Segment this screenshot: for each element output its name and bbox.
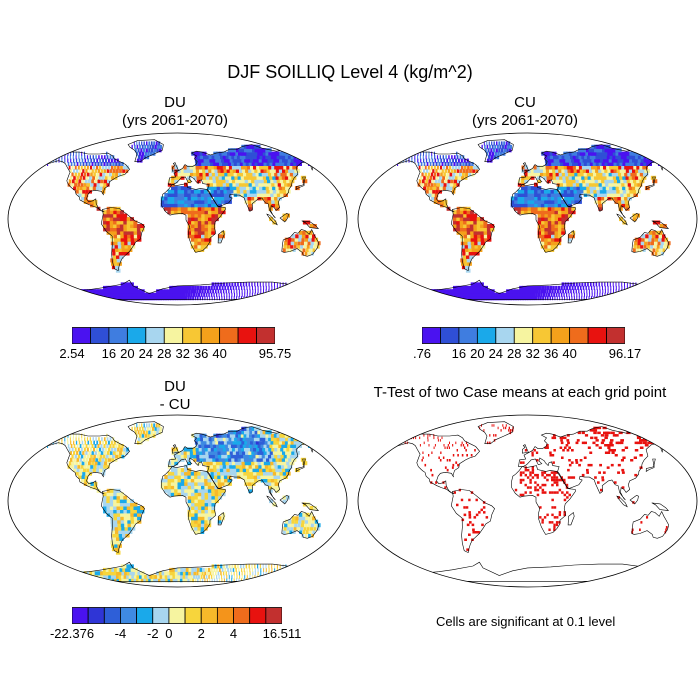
colorbar-tick-label: 4 bbox=[229, 626, 238, 641]
panel-ttest-title: T-Test of two Case means at each grid po… bbox=[345, 384, 695, 402]
colorbar-swatch bbox=[256, 327, 275, 344]
map-ttest bbox=[357, 414, 698, 588]
colorbar-tick-label: 28 bbox=[507, 346, 522, 361]
colorbar-swatch bbox=[103, 607, 121, 624]
map-du bbox=[7, 132, 348, 306]
colorbar-swatch bbox=[120, 607, 138, 624]
colorbar-swatch bbox=[72, 607, 89, 624]
colorbar-diff: -22.376 -4 -2 0 2 4 16.511 bbox=[50, 607, 301, 641]
colorbar-swatch bbox=[182, 327, 202, 344]
panel-du-title-line1: DU bbox=[164, 94, 186, 111]
colorbar-tick-label: 96.17 bbox=[608, 346, 642, 361]
colorbar-tick-label: 28 bbox=[157, 346, 172, 361]
colorbar-du: 2.54 16 20 24 28 32 36 40 95.75 bbox=[59, 327, 291, 361]
panel-du-title: DU (yrs 2061-2070) bbox=[45, 94, 305, 130]
colorbar-swatch bbox=[550, 327, 571, 344]
colorbar-swatch bbox=[163, 327, 184, 344]
significance-note: Cells are significant at 0.1 level bbox=[436, 614, 616, 629]
colorbar-swatch bbox=[440, 327, 460, 344]
colorbar-tick-label: 32 bbox=[525, 346, 540, 361]
panel-cu-title: CU (yrs 2061-2070) bbox=[395, 94, 655, 130]
colorbar-swatch bbox=[606, 327, 625, 344]
colorbar-tick-label: 16 bbox=[451, 346, 467, 361]
colorbar-tick-label: -4 bbox=[114, 626, 127, 641]
colorbar-swatch bbox=[108, 327, 128, 344]
colorbar-diff-swatches bbox=[72, 607, 282, 624]
figure-title: DJF SOILLIQ Level 4 (kg/m^2) bbox=[227, 62, 473, 82]
panel-diff-title: DU - CU bbox=[45, 378, 305, 414]
colorbar-swatch bbox=[87, 607, 105, 624]
colorbar-swatch bbox=[136, 607, 154, 624]
colorbar-swatch bbox=[72, 327, 91, 344]
colorbar-swatch bbox=[587, 327, 607, 344]
colorbar-tick-label: 32 bbox=[175, 346, 190, 361]
colorbar-swatch bbox=[184, 607, 202, 624]
colorbar-swatch bbox=[249, 607, 267, 624]
colorbar-swatch bbox=[233, 607, 251, 624]
colorbar-cu: .76 16 20 24 28 32 36 40 96.17 bbox=[413, 327, 641, 361]
colorbar-swatch bbox=[90, 327, 110, 344]
colorbar-swatch bbox=[495, 327, 515, 344]
colorbar-swatch bbox=[219, 327, 239, 344]
colorbar-tick-label: 20 bbox=[470, 346, 485, 361]
colorbar-swatch bbox=[458, 327, 478, 344]
colorbar-tick-label: 2 bbox=[197, 626, 205, 641]
colorbar-tick-label: 40 bbox=[212, 346, 227, 361]
colorbar-tick-label: 16.511 bbox=[262, 626, 302, 641]
colorbar-swatch bbox=[422, 327, 441, 344]
colorbar-swatch bbox=[145, 327, 165, 344]
panel-cu-title-line2: (yrs 2061-2070) bbox=[472, 112, 578, 129]
colorbar-tick-label: 20 bbox=[120, 346, 135, 361]
colorbar-tick-label: 95.75 bbox=[258, 346, 292, 361]
colorbar-swatch bbox=[200, 327, 221, 344]
colorbar-swatch bbox=[476, 327, 497, 344]
panel-cu-title-line1: CU bbox=[514, 94, 536, 111]
colorbar-tick-label: 16 bbox=[101, 346, 117, 361]
colorbar-swatch bbox=[237, 327, 257, 344]
colorbar-tick-label: 0 bbox=[165, 626, 173, 641]
colorbar-tick-label: 36 bbox=[193, 346, 209, 361]
colorbar-swatch bbox=[532, 327, 552, 344]
colorbar-du-swatches bbox=[72, 327, 275, 344]
map-diff bbox=[7, 414, 348, 588]
colorbar-swatch bbox=[126, 327, 147, 344]
colorbar-swatch bbox=[168, 607, 186, 624]
colorbar-tick-label: .76 bbox=[412, 346, 432, 361]
panel-diff-title-line2: - CU bbox=[159, 396, 191, 413]
colorbar-tick-label: -22.376 bbox=[49, 626, 95, 641]
colorbar-swatch bbox=[265, 607, 282, 624]
panel-diff-title-line1: DU bbox=[164, 378, 186, 395]
colorbar-tick-label: 40 bbox=[562, 346, 577, 361]
colorbar-cu-swatches bbox=[422, 327, 625, 344]
colorbar-tick-label: 24 bbox=[488, 346, 504, 361]
colorbar-swatch bbox=[513, 327, 534, 344]
panel-ttest-title-line1: T-Test of two Case means at each grid po… bbox=[373, 384, 667, 401]
panel-du-title-line2: (yrs 2061-2070) bbox=[122, 112, 228, 129]
colorbar-swatch bbox=[152, 607, 170, 624]
colorbar-tick-label: -2 bbox=[146, 626, 159, 641]
colorbar-swatch bbox=[200, 607, 218, 624]
colorbar-tick-label: 36 bbox=[543, 346, 559, 361]
colorbar-swatch bbox=[569, 327, 589, 344]
colorbar-tick-label: 2.54 bbox=[59, 346, 85, 361]
map-cu bbox=[357, 132, 698, 306]
colorbar-swatch bbox=[216, 607, 234, 624]
colorbar-tick-label: 24 bbox=[138, 346, 154, 361]
